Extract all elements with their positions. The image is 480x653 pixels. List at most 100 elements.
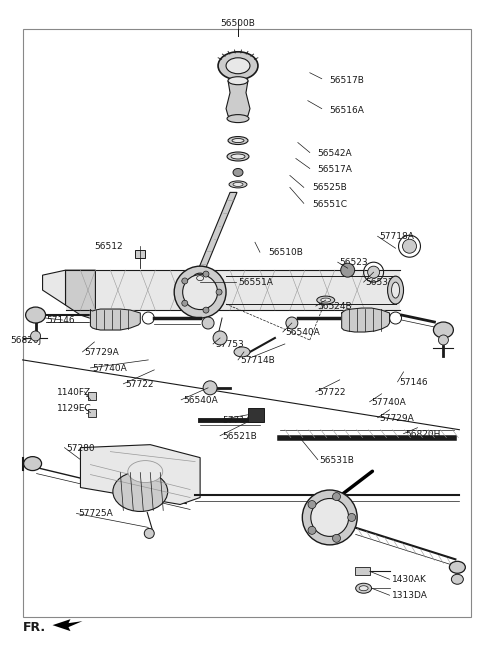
Polygon shape — [81, 445, 200, 505]
Text: 1129EC: 1129EC — [57, 404, 91, 413]
Ellipse shape — [449, 562, 465, 573]
Ellipse shape — [302, 490, 357, 545]
Polygon shape — [52, 619, 83, 631]
Ellipse shape — [193, 273, 207, 283]
Polygon shape — [90, 309, 140, 330]
Ellipse shape — [203, 381, 217, 395]
Bar — [355, 567, 370, 575]
Text: 56820J: 56820J — [11, 336, 42, 345]
Ellipse shape — [368, 266, 380, 278]
Polygon shape — [226, 81, 250, 119]
Text: 56531B: 56531B — [320, 456, 355, 465]
Circle shape — [333, 534, 340, 542]
Ellipse shape — [218, 52, 258, 80]
Text: 56517B: 56517B — [330, 76, 365, 85]
Text: 57729A: 57729A — [380, 414, 414, 422]
Text: 57740A: 57740A — [372, 398, 407, 407]
Text: 56524B: 56524B — [318, 302, 352, 311]
Bar — [135, 250, 145, 258]
Ellipse shape — [356, 583, 372, 593]
Ellipse shape — [231, 154, 245, 159]
Ellipse shape — [321, 298, 331, 302]
Circle shape — [216, 289, 222, 295]
Text: 57718A: 57718A — [380, 232, 414, 241]
Polygon shape — [43, 270, 65, 305]
Text: 56542A: 56542A — [318, 148, 352, 157]
Circle shape — [308, 526, 316, 534]
Text: 57714B: 57714B — [240, 356, 275, 365]
Circle shape — [203, 271, 209, 277]
Circle shape — [308, 501, 316, 509]
Bar — [65, 270, 399, 310]
Circle shape — [213, 331, 227, 345]
Ellipse shape — [433, 322, 454, 338]
Ellipse shape — [229, 181, 247, 188]
Ellipse shape — [387, 276, 404, 304]
Text: 57725A: 57725A — [78, 509, 113, 518]
Text: 56523: 56523 — [340, 258, 368, 267]
Ellipse shape — [24, 456, 42, 471]
Circle shape — [182, 300, 188, 306]
Ellipse shape — [183, 275, 217, 310]
Text: 56517A: 56517A — [318, 165, 353, 174]
Circle shape — [348, 513, 356, 522]
Ellipse shape — [197, 276, 204, 281]
Text: 57753: 57753 — [215, 340, 244, 349]
Ellipse shape — [317, 296, 335, 304]
Text: 56510B: 56510B — [268, 248, 303, 257]
Ellipse shape — [232, 138, 244, 142]
Text: 56516A: 56516A — [330, 106, 365, 115]
Text: 56540A: 56540A — [183, 396, 218, 405]
Text: 57714B: 57714B — [222, 416, 257, 424]
Polygon shape — [197, 193, 237, 272]
Ellipse shape — [227, 115, 249, 123]
Circle shape — [438, 335, 448, 345]
Ellipse shape — [228, 76, 248, 85]
Ellipse shape — [234, 347, 250, 357]
Ellipse shape — [359, 586, 368, 591]
Text: 57740A: 57740A — [93, 364, 127, 373]
Text: 56551A: 56551A — [238, 278, 273, 287]
Ellipse shape — [403, 239, 417, 253]
Text: 1313DA: 1313DA — [392, 591, 427, 600]
Polygon shape — [342, 308, 390, 332]
Text: 57146: 57146 — [46, 316, 75, 325]
Text: 57280: 57280 — [67, 443, 95, 453]
Circle shape — [203, 307, 209, 313]
Ellipse shape — [227, 152, 249, 161]
Polygon shape — [65, 270, 96, 320]
Text: 57146: 57146 — [399, 378, 428, 387]
Ellipse shape — [228, 136, 248, 144]
Text: 56525B: 56525B — [312, 183, 347, 193]
Circle shape — [144, 528, 154, 538]
Text: 56551C: 56551C — [312, 200, 347, 210]
Bar — [226, 276, 396, 304]
Text: 57722: 57722 — [318, 388, 346, 397]
Ellipse shape — [202, 317, 214, 329]
Bar — [88, 409, 96, 417]
Ellipse shape — [113, 471, 168, 511]
Bar — [248, 407, 264, 422]
Text: 1430AK: 1430AK — [392, 575, 426, 584]
Ellipse shape — [286, 317, 298, 329]
Ellipse shape — [341, 263, 355, 277]
Ellipse shape — [226, 57, 250, 74]
Ellipse shape — [392, 282, 399, 298]
Text: 57722: 57722 — [125, 380, 154, 389]
Circle shape — [31, 331, 41, 341]
Bar — [88, 392, 96, 400]
Ellipse shape — [233, 168, 243, 176]
Text: 57729A: 57729A — [84, 348, 119, 357]
Ellipse shape — [311, 498, 348, 536]
Ellipse shape — [128, 460, 163, 483]
Ellipse shape — [174, 266, 226, 318]
Text: 56512: 56512 — [94, 242, 123, 251]
Ellipse shape — [25, 307, 46, 323]
Text: 56521B: 56521B — [222, 432, 257, 441]
Text: 56500B: 56500B — [221, 19, 255, 28]
Text: 56532B: 56532B — [366, 278, 400, 287]
Text: 1140FZ: 1140FZ — [57, 388, 91, 397]
Ellipse shape — [451, 574, 463, 584]
Circle shape — [182, 278, 188, 284]
Text: 56820H: 56820H — [406, 430, 441, 439]
